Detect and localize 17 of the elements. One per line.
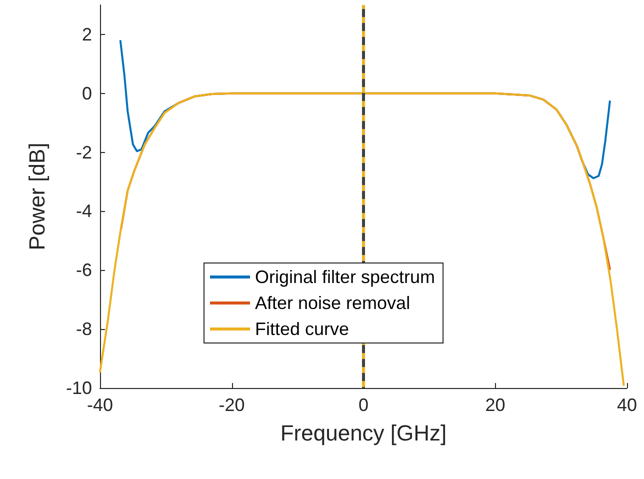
x-tick-label: -20 — [218, 395, 245, 415]
y-tick-label: 0 — [82, 83, 92, 104]
x-axis-title: Frequency [GHz] — [280, 420, 447, 446]
y-tick-label: -6 — [76, 260, 92, 280]
legend-label: After noise removal — [255, 293, 410, 313]
legend-label: Fitted curve — [255, 319, 350, 339]
y-axis-title: Power [dB] — [24, 142, 50, 250]
x-tick-label: 0 — [358, 395, 369, 415]
x-tick-label: -40 — [86, 395, 114, 415]
y-tick-label: -8 — [76, 319, 92, 340]
x-tick-label: 40 — [616, 395, 638, 415]
y-tick-label: -4 — [76, 201, 92, 222]
y-tick-label: -2 — [76, 142, 92, 162]
legend-label: Original filter spectrum — [255, 267, 436, 287]
x-tick-label: 20 — [485, 395, 506, 415]
y-tick-label: 2 — [82, 24, 92, 44]
y-tick-label: -10 — [66, 378, 92, 398]
